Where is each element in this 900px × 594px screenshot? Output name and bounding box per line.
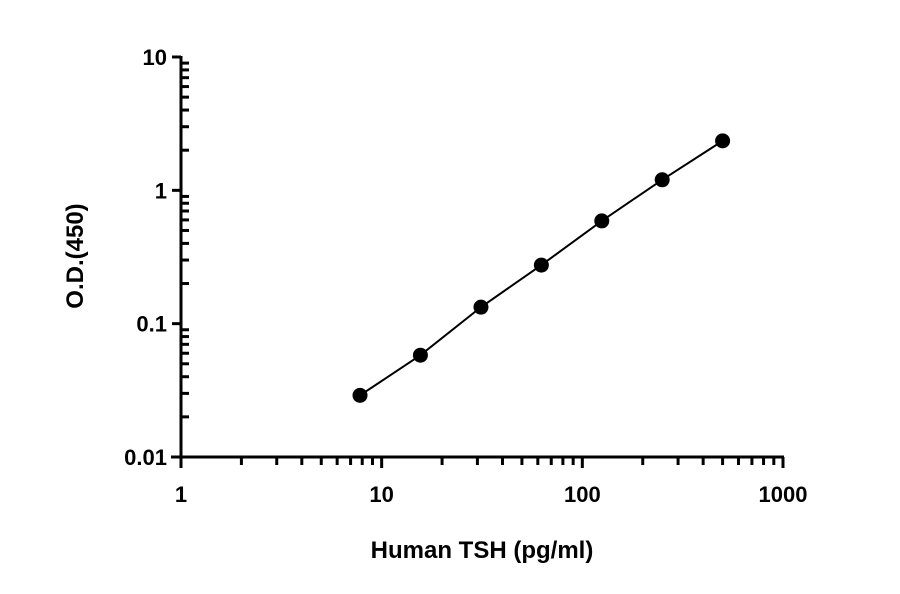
y-tick-label: 1 — [155, 178, 167, 203]
plot-area — [352, 133, 731, 403]
y-axis-title: O.D.(450) — [62, 203, 89, 308]
x-tick-label: 100 — [564, 482, 601, 507]
data-point — [533, 257, 549, 273]
y-tick-label: 0.01 — [124, 445, 167, 470]
y-tick-label: 0.1 — [136, 312, 167, 337]
data-point — [654, 172, 670, 188]
y-tick-label: 10 — [143, 45, 167, 70]
data-point — [412, 347, 428, 363]
x-axis: 1 10 100 1000 — [171, 455, 808, 507]
data-point — [715, 133, 731, 149]
x-tick-label: 1 — [175, 482, 187, 507]
x-axis-title: Human TSH (pg/ml) — [371, 537, 594, 564]
data-point — [473, 299, 489, 315]
data-point — [352, 387, 368, 403]
x-tick-label: 10 — [369, 482, 393, 507]
x-tick-label: 1000 — [759, 482, 808, 507]
y-axis: 0.01 0.1 1 10 — [124, 45, 189, 470]
data-point — [594, 213, 610, 229]
